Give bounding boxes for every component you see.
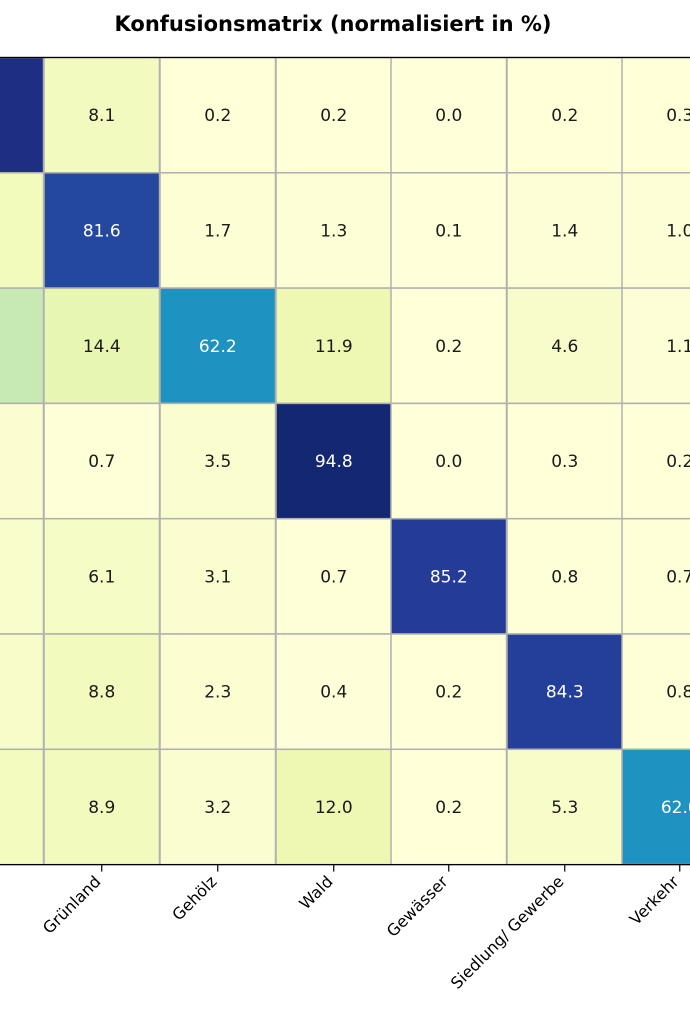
cell-value-label: 0.1: [435, 221, 462, 241]
cell-value-label: 3.2: [204, 798, 231, 818]
cell-value-label: 0.2: [204, 106, 231, 126]
cell-value-label: 1.7: [204, 221, 231, 241]
cell-value-label: 2.3: [204, 683, 231, 703]
heatmap-cell: [506, 287, 624, 405]
cell-value-label: 84.3: [546, 683, 584, 703]
cell-value-label: 81.6: [83, 221, 121, 241]
heatmap-cell: [621, 517, 690, 635]
heatmap-cell: [159, 748, 277, 866]
cell-value-label: 0.7: [320, 567, 347, 587]
heatmap-cell: [506, 633, 624, 751]
cell-value-label: 0.2: [435, 337, 462, 357]
heatmap-cell: [621, 172, 690, 289]
cell-value-label: 1.1: [666, 337, 690, 357]
heatmap-cell: [621, 56, 690, 174]
cell-value-label: 0.2: [551, 106, 578, 126]
heatmap-cell: [506, 402, 624, 520]
x-tick-label: Gehölz: [168, 872, 220, 924]
cell-value-label: 0.3: [666, 106, 690, 126]
x-tick-label: Wald: [295, 872, 336, 913]
cell-value-label: 94.8: [315, 452, 353, 472]
heatmap-cell: [390, 402, 508, 520]
heatmap-cell: [0, 402, 45, 520]
cell-value-label: 0.0: [435, 452, 462, 472]
cell-value-label: 3.5: [204, 452, 231, 472]
heatmap-cell: [0, 748, 45, 866]
heatmap-cell: [621, 633, 690, 751]
cell-value-label: 1.3: [320, 221, 347, 241]
cell-value-label: 11.9: [315, 337, 353, 357]
heatmap-cell: [0, 56, 45, 174]
heatmap-cell: [43, 633, 161, 751]
heatmap-cell: [0, 517, 45, 635]
heatmap-cell: [0, 172, 45, 289]
heatmap-cell: [275, 402, 393, 520]
cell-value-label: 4.6: [551, 337, 578, 357]
cell-value-label: 6.1: [88, 567, 115, 587]
cell-value-label: 0.3: [551, 452, 578, 472]
cell-value-label: 12.0: [315, 798, 353, 818]
plot-frame: [0, 56, 690, 866]
cell-value-label: 0.2: [666, 452, 690, 472]
cell-value-label: 1.0: [666, 221, 690, 241]
heatmap-cell: [390, 517, 508, 635]
heatmap-cell: [275, 517, 393, 635]
cell-value-label: 3.1: [204, 567, 231, 587]
heatmap-cell: [621, 287, 690, 405]
cell-value-label: 62.0: [661, 798, 690, 818]
heatmap-cell: [621, 402, 690, 520]
cell-value-label: 1.4: [551, 221, 578, 241]
heatmap-cell: [43, 748, 161, 866]
x-tick-label: Verkehr: [626, 872, 683, 929]
heatmap-cell: [43, 287, 161, 405]
heatmap-cell: [390, 287, 508, 405]
heatmap-cell: [275, 287, 393, 405]
cell-value-label: 0.7: [666, 567, 690, 587]
cell-value-label: 0.4: [320, 683, 347, 703]
cell-value-label: 0.2: [435, 798, 462, 818]
heatmap-cell: [43, 172, 161, 289]
cell-value-label: 0.2: [435, 683, 462, 703]
heatmap-cell: [275, 56, 393, 174]
heatmap-cell: [0, 287, 45, 405]
cell-value-label: 0.0: [435, 106, 462, 126]
cell-value-label: 8.9: [88, 798, 115, 818]
cell-value-label: 0.8: [551, 567, 578, 587]
heatmap-cell: [0, 633, 45, 751]
x-tick-label: Gewässer: [383, 872, 452, 941]
heatmap-cell: [159, 633, 277, 751]
heatmap-cell: [506, 517, 624, 635]
cell-value-label: 8.8: [88, 683, 115, 703]
cell-value-label: 0.7: [88, 452, 115, 472]
cell-value-label: 62.2: [199, 337, 237, 357]
cell-value-label: 8.1: [88, 106, 115, 126]
cell-value-label: 5.3: [551, 798, 578, 818]
heatmap-cell: [43, 517, 161, 635]
cell-value-label: 14.4: [83, 337, 121, 357]
cell-value-label: 0.8: [666, 683, 690, 703]
cell-value-label: 0.2: [320, 106, 347, 126]
heatmap-cell: [159, 402, 277, 520]
heatmap-cell: [43, 56, 161, 174]
heatmap-cell: [159, 287, 277, 405]
chart-title: Konfusionsmatrix (normalisiert in %): [114, 12, 552, 36]
cell-value-label: 85.2: [430, 567, 468, 587]
heatmap-cell: [621, 748, 690, 866]
x-tick-label: Grünland: [39, 872, 105, 938]
x-tick-label: Siedlung/ Gewerbe: [447, 872, 568, 993]
